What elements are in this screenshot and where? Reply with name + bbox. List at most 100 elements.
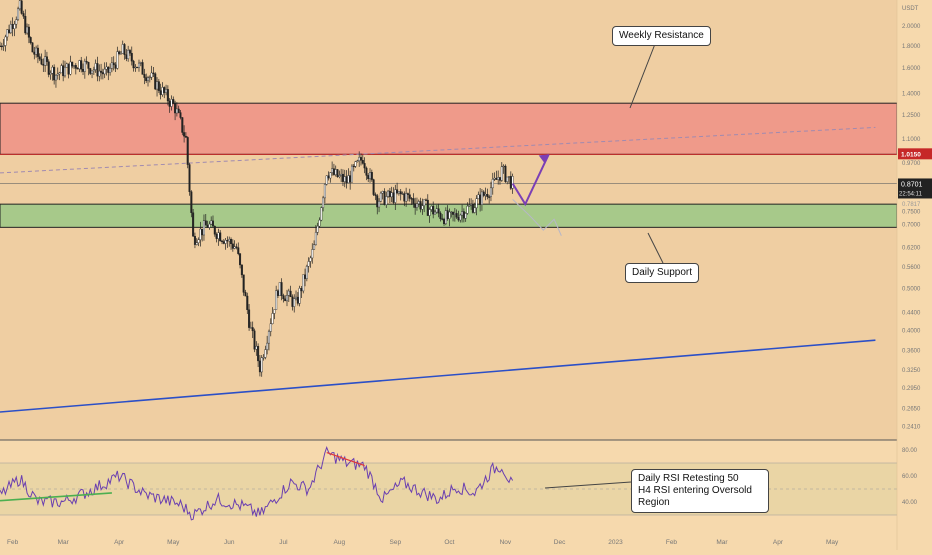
candle	[49, 73, 52, 75]
candle	[473, 207, 476, 213]
candle	[282, 295, 285, 300]
candle	[159, 90, 162, 95]
candle	[22, 13, 25, 17]
candle	[65, 63, 68, 68]
candle	[435, 208, 438, 213]
candle	[91, 70, 94, 74]
last-price-badge	[898, 178, 932, 199]
candle	[4, 36, 7, 46]
alt-projection-path[interactable]	[512, 198, 562, 236]
candle	[103, 68, 106, 75]
rsi-line[interactable]	[0, 445, 514, 521]
candle	[109, 68, 112, 73]
candle	[369, 172, 372, 180]
candle	[67, 63, 70, 75]
resistance-price-label: 1.0150	[901, 151, 921, 158]
candle	[26, 26, 29, 34]
x-tick-label: Jul	[279, 539, 288, 546]
candle	[340, 173, 343, 176]
x-tick-label: 2023	[608, 539, 623, 546]
candle	[179, 112, 182, 118]
candle	[17, 8, 20, 20]
x-tick-label: Dec	[554, 539, 566, 546]
x-tick-label: Aug	[334, 539, 346, 546]
candle	[285, 295, 288, 302]
candle	[201, 228, 204, 236]
candle	[370, 172, 373, 180]
candle	[228, 239, 231, 242]
candle	[157, 81, 160, 91]
candle	[484, 193, 487, 196]
candle	[332, 168, 335, 175]
candle	[62, 65, 65, 77]
candle	[208, 223, 211, 228]
candle	[154, 73, 157, 90]
candle	[210, 220, 213, 225]
candle	[0, 45, 3, 48]
candle	[53, 66, 56, 81]
countdown-label: 22:54:11	[899, 191, 923, 197]
candle	[193, 236, 196, 245]
candle	[401, 193, 404, 195]
candle	[284, 298, 287, 302]
candle	[412, 198, 415, 204]
candle	[148, 76, 151, 79]
daily-support-callout[interactable]: Daily Support	[625, 263, 700, 283]
candle	[114, 64, 117, 69]
candle	[58, 72, 61, 75]
candle	[71, 61, 74, 67]
candle	[2, 45, 5, 47]
candle	[253, 330, 256, 350]
candle	[170, 99, 173, 107]
x-tick-label: Apr	[773, 539, 784, 546]
candle	[479, 194, 482, 205]
rsi-bearish-divergence[interactable]	[326, 452, 365, 467]
candle	[439, 212, 442, 219]
rsi-note-line-1: Daily RSI Retesting 50	[638, 473, 739, 484]
candle	[73, 65, 76, 67]
candle	[350, 165, 353, 183]
support-trendline[interactable]	[0, 339, 876, 413]
candle	[322, 197, 325, 208]
dashed-trend-line[interactable]	[0, 126, 876, 174]
candle	[166, 89, 169, 102]
candle	[331, 168, 334, 173]
x-tick-label: Feb	[7, 539, 19, 546]
weekly-resistance-callout[interactable]: Weekly Resistance	[612, 26, 711, 46]
candle	[287, 290, 290, 296]
candle	[293, 298, 296, 307]
candle	[92, 69, 95, 72]
candle	[69, 61, 72, 75]
projection-path[interactable]	[511, 153, 550, 207]
candle	[363, 163, 366, 169]
candle	[414, 203, 417, 208]
candle	[267, 331, 270, 344]
candle	[31, 42, 34, 53]
candle	[192, 212, 195, 237]
candle	[165, 89, 168, 93]
rsi-note-callout[interactable]: Daily RSI Retesting 50 H4 RSI entering O…	[631, 469, 769, 513]
candle	[18, 0, 21, 10]
candle	[230, 239, 233, 245]
candle	[105, 66, 108, 70]
rsi-bullish-divergence[interactable]	[0, 492, 112, 502]
candle	[89, 68, 92, 74]
candle	[329, 172, 332, 179]
candle	[136, 66, 139, 69]
candle	[489, 187, 492, 198]
candle	[343, 176, 346, 182]
candle	[181, 117, 184, 133]
candle	[221, 240, 224, 242]
candle	[130, 52, 133, 62]
candle	[222, 241, 225, 244]
candle	[338, 175, 341, 178]
candle	[358, 157, 361, 161]
candle	[394, 189, 397, 203]
price-tick-label: 0.5600	[902, 265, 921, 271]
resistance-zone[interactable]	[0, 102, 898, 155]
candle	[186, 137, 189, 165]
candle	[156, 81, 159, 90]
candle	[125, 54, 128, 59]
candle	[163, 87, 166, 93]
